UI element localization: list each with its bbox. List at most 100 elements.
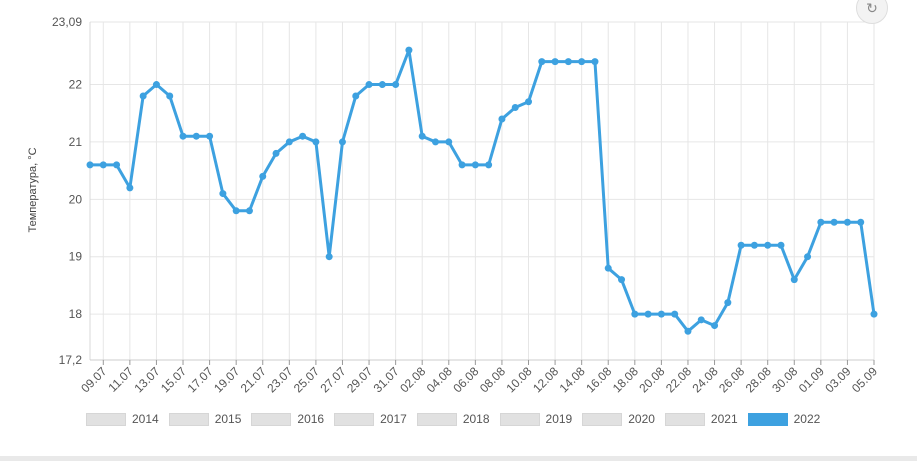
legend-item-2017[interactable]: 2017 bbox=[334, 410, 411, 428]
data-point[interactable] bbox=[126, 184, 134, 192]
legend-item-2020[interactable]: 2020 bbox=[582, 410, 659, 428]
x-tick-label: 16.08 bbox=[583, 364, 614, 395]
data-point[interactable] bbox=[618, 276, 626, 284]
legend-swatch bbox=[334, 412, 375, 426]
data-point[interactable] bbox=[378, 81, 386, 89]
y-tick-label: 20 bbox=[69, 192, 83, 206]
data-point[interactable] bbox=[392, 81, 400, 89]
data-point[interactable] bbox=[166, 92, 174, 100]
data-point[interactable] bbox=[405, 46, 413, 54]
legend-label: 2017 bbox=[380, 412, 407, 426]
data-point[interactable] bbox=[870, 310, 878, 318]
data-point[interactable] bbox=[418, 132, 426, 140]
data-point[interactable] bbox=[458, 161, 466, 169]
data-point[interactable] bbox=[232, 207, 240, 215]
data-point[interactable] bbox=[431, 138, 439, 146]
x-tick-label: 31.07 bbox=[371, 364, 402, 395]
data-point[interactable] bbox=[338, 138, 346, 146]
data-point[interactable] bbox=[179, 132, 187, 140]
data-point[interactable] bbox=[445, 138, 453, 146]
data-point[interactable] bbox=[697, 316, 705, 324]
legend-swatch bbox=[416, 412, 457, 426]
data-point[interactable] bbox=[591, 58, 599, 66]
data-point[interactable] bbox=[219, 190, 227, 198]
x-tick-label: 27.07 bbox=[317, 364, 348, 395]
legend-item-2014[interactable]: 2014 bbox=[86, 410, 163, 428]
legend-item-2019[interactable]: 2019 bbox=[499, 410, 577, 428]
data-point[interactable] bbox=[684, 327, 692, 335]
data-point[interactable] bbox=[471, 161, 479, 169]
x-tick-label: 29.07 bbox=[344, 364, 375, 395]
data-point[interactable] bbox=[259, 172, 267, 180]
legend-item-2015[interactable]: 2015 bbox=[168, 410, 246, 428]
data-point[interactable] bbox=[511, 104, 519, 112]
data-point[interactable] bbox=[498, 115, 506, 123]
x-tick-label: 11.07 bbox=[105, 364, 136, 395]
legend-swatch bbox=[582, 412, 623, 426]
series-2022 bbox=[86, 46, 878, 335]
data-point[interactable] bbox=[152, 81, 160, 89]
legend-swatch bbox=[251, 412, 292, 426]
data-point[interactable] bbox=[551, 58, 559, 66]
data-point[interactable] bbox=[657, 310, 665, 318]
data-point[interactable] bbox=[365, 81, 373, 89]
legend-swatch bbox=[664, 412, 705, 426]
data-point[interactable] bbox=[724, 299, 732, 307]
x-tick-label: 14.08 bbox=[557, 364, 588, 395]
x-tick-label: 23.07 bbox=[264, 364, 295, 395]
x-tick-label: 21.07 bbox=[238, 364, 269, 395]
legend-item-2021[interactable]: 2021 bbox=[664, 410, 742, 428]
legend-item-2016[interactable]: 2016 bbox=[251, 410, 328, 428]
data-point[interactable] bbox=[764, 241, 772, 249]
data-point[interactable] bbox=[538, 58, 546, 66]
data-point[interactable] bbox=[631, 310, 639, 318]
legend-label: 2021 bbox=[710, 412, 738, 426]
data-point[interactable] bbox=[644, 310, 652, 318]
data-point[interactable] bbox=[750, 241, 758, 249]
data-point[interactable] bbox=[578, 58, 586, 66]
legend-item-2018[interactable]: 2018 bbox=[416, 410, 494, 428]
data-point[interactable] bbox=[525, 98, 533, 106]
y-tick-label: 22 bbox=[69, 78, 83, 92]
data-point[interactable] bbox=[817, 218, 825, 226]
data-point[interactable] bbox=[272, 149, 280, 157]
legend-swatch bbox=[168, 412, 209, 426]
legend-label: 2019 bbox=[545, 412, 573, 426]
data-point[interactable] bbox=[830, 218, 838, 226]
data-point[interactable] bbox=[245, 207, 253, 215]
data-point[interactable] bbox=[352, 92, 360, 100]
x-tick-label: 15.07 bbox=[158, 364, 189, 395]
data-point[interactable] bbox=[711, 322, 719, 330]
data-point[interactable] bbox=[325, 253, 333, 261]
chart-legend: 2014 2015 2016 2017 2018 2019 2020 2021 2022 bbox=[86, 410, 824, 428]
data-point[interactable] bbox=[99, 161, 107, 169]
data-point[interactable] bbox=[485, 161, 493, 169]
x-tick-label: 08.08 bbox=[477, 364, 508, 395]
data-point[interactable] bbox=[206, 132, 214, 140]
data-point[interactable] bbox=[737, 241, 745, 249]
x-tick-label: 12.08 bbox=[530, 364, 561, 395]
data-point[interactable] bbox=[857, 218, 865, 226]
data-point[interactable] bbox=[113, 161, 121, 169]
data-point[interactable] bbox=[312, 138, 320, 146]
data-point[interactable] bbox=[86, 161, 94, 169]
data-point[interactable] bbox=[564, 58, 572, 66]
x-tick-label: 22.08 bbox=[663, 364, 694, 395]
legend-label: 2018 bbox=[462, 412, 490, 426]
data-point[interactable] bbox=[139, 92, 147, 100]
data-point[interactable] bbox=[777, 241, 785, 249]
data-point[interactable] bbox=[804, 253, 812, 261]
data-point[interactable] bbox=[192, 132, 200, 140]
data-point[interactable] bbox=[285, 138, 293, 146]
data-point[interactable] bbox=[843, 218, 851, 226]
y-axis-label: Температура, °С bbox=[27, 147, 39, 232]
legend-item-2022[interactable]: 2022 bbox=[747, 410, 825, 428]
data-point[interactable] bbox=[671, 310, 679, 318]
data-point[interactable] bbox=[604, 264, 612, 272]
data-point[interactable] bbox=[790, 276, 798, 284]
x-tick-label: 28.08 bbox=[743, 364, 774, 395]
y-tick-label: 19 bbox=[69, 250, 83, 264]
x-axis-ticks: 09.0711.0713.0715.0717.0719.0721.0723.07… bbox=[78, 360, 880, 395]
data-point[interactable] bbox=[299, 132, 307, 140]
y-tick-label: 23,09 bbox=[52, 15, 82, 29]
